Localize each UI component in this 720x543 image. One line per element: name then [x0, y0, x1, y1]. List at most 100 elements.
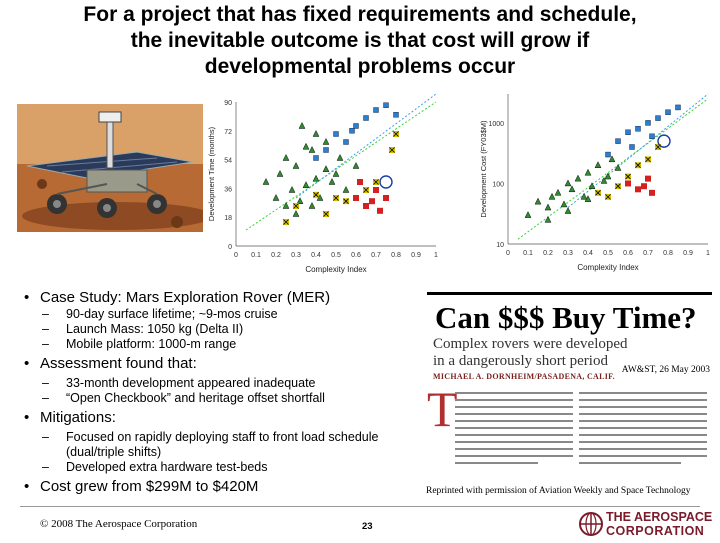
logo-line-1: THE AEROSPACE [606, 510, 713, 524]
data-point-blue-square [665, 109, 671, 115]
data-point-triangle [584, 195, 592, 202]
data-point-triangle [574, 174, 582, 182]
data-point-red-square [377, 207, 383, 214]
data-point-blue-square [323, 147, 329, 153]
data-point-blue-square [313, 155, 319, 161]
aerospace-logo: THE AEROSPACE CORPORATION [579, 510, 717, 538]
data-point-triangle [262, 177, 270, 185]
reprint-credit: Reprinted with permission of Aviation We… [426, 486, 691, 496]
data-point-blue-square [635, 126, 641, 132]
data-point-x [393, 131, 399, 137]
data-point-triangle [276, 169, 284, 177]
data-point-x [333, 195, 339, 201]
data-point-triangle [296, 197, 304, 204]
data-point-triangle [564, 206, 572, 214]
y-axis-title: Development Time (months) [207, 126, 216, 221]
logo-emblem-icon [579, 512, 603, 536]
data-point-red-square [357, 179, 363, 185]
data-point-red-square [373, 187, 379, 193]
data-point-triangle [584, 168, 592, 176]
data-point-triangle [564, 179, 572, 187]
data-point-triangle [548, 192, 556, 200]
data-point-triangle [328, 177, 336, 185]
data-point-x [293, 203, 299, 209]
data-point-blue-square [625, 129, 631, 135]
data-point-red-square [363, 203, 369, 209]
data-point-blue-square [343, 139, 349, 145]
data-point-triangle [312, 129, 320, 137]
data-point-x [323, 211, 329, 217]
bullet-assessment: Assessment found that: [24, 354, 424, 373]
data-point-x [343, 198, 349, 204]
data-point-x [373, 179, 379, 185]
data-point-red-square [625, 180, 631, 187]
data-point-triangle [272, 193, 280, 201]
bullet-cost-growth: Cost grew from $299M to $420M [24, 477, 424, 496]
data-point-red-square [641, 183, 647, 190]
x-tick-label: 0.4 [311, 252, 321, 259]
data-point-x [363, 187, 369, 193]
x-tick-label: 0.1 [523, 250, 533, 257]
sub-bullet: – “Open Checkbook” and heritage offset sh… [42, 391, 325, 405]
y-tick-label: 10 [496, 242, 504, 249]
x-tick-label: 0 [234, 252, 238, 259]
title-line-3: developmental problems occur [204, 55, 516, 78]
data-point-triangle [560, 200, 568, 208]
data-point-triangle [534, 197, 542, 205]
data-point-triangle [544, 203, 552, 211]
y-tick-label: 100 [492, 181, 504, 188]
data-point-triangle [302, 181, 310, 188]
news-clipping: Can $$$ Buy Time? Complex rovers were de… [427, 292, 712, 504]
x-tick-label: 0.6 [351, 252, 361, 259]
x-tick-label: 0.9 [683, 250, 693, 257]
data-point-triangle [292, 209, 300, 217]
data-point-blue-square [675, 104, 681, 111]
data-point-blue-square [605, 151, 611, 158]
y-tick-label: 18 [224, 215, 232, 222]
x-tick-label: 0.8 [663, 250, 673, 257]
data-point-x [625, 173, 631, 180]
data-point-red-square [383, 195, 389, 201]
sub-bullet: –90-day surface lifetime; ~9-mos cruise [42, 307, 278, 321]
data-point-x [313, 192, 319, 198]
data-point-triangle [524, 211, 532, 218]
data-point-triangle [342, 185, 350, 193]
data-point-triangle [336, 153, 344, 161]
clipping-headline: Can $$$ Buy Time? [435, 300, 697, 335]
x-tick-label: 0.2 [271, 252, 281, 259]
clipping-body-column-2 [579, 392, 707, 492]
data-point-blue-square [333, 131, 339, 137]
rover-illustration [17, 104, 203, 232]
data-point-x [605, 194, 611, 200]
data-point-triangle [608, 155, 616, 163]
x-tick-label: 0.7 [371, 252, 381, 259]
data-point-blue-square [615, 138, 621, 144]
bullet-list: Case Study: Mars Exploration Rover (MER)… [24, 286, 424, 496]
copyright-notice: © 2008 The Aerospace Corporation [40, 518, 198, 530]
data-point-triangle [554, 188, 562, 196]
x-tick-label: 0.7 [643, 250, 653, 257]
data-point-triangle [588, 182, 596, 189]
data-point-x [283, 219, 289, 225]
y-tick-label: 1000 [488, 121, 504, 128]
data-point-x [389, 147, 395, 153]
x-tick-label: 0.3 [291, 252, 301, 259]
sub-bullet: – Launch Mass: 1050 kg (Delta II) [42, 322, 244, 336]
data-point-triangle [544, 215, 552, 223]
data-point-blue-square [383, 102, 389, 108]
x-tick-label: 0.1 [251, 252, 261, 259]
data-point-red-square [353, 195, 359, 201]
data-point-triangle [298, 121, 306, 129]
bullet-mitigations: Mitigations: [24, 408, 424, 427]
sub-bullet: –33-month development appeared inadequat… [42, 376, 316, 390]
data-point-x [645, 156, 651, 163]
x-tick-label: 0 [506, 250, 510, 257]
data-point-blue-square [349, 128, 355, 134]
data-point-blue-square [649, 133, 655, 140]
data-point-x [635, 162, 641, 169]
data-point-blue-square [363, 115, 369, 121]
x-tick-label: 0.5 [603, 250, 613, 257]
sub-bullet: – Mobile platform: 1000-m range [42, 337, 237, 351]
data-point-triangle [568, 185, 576, 193]
data-point-blue-square [353, 123, 359, 129]
